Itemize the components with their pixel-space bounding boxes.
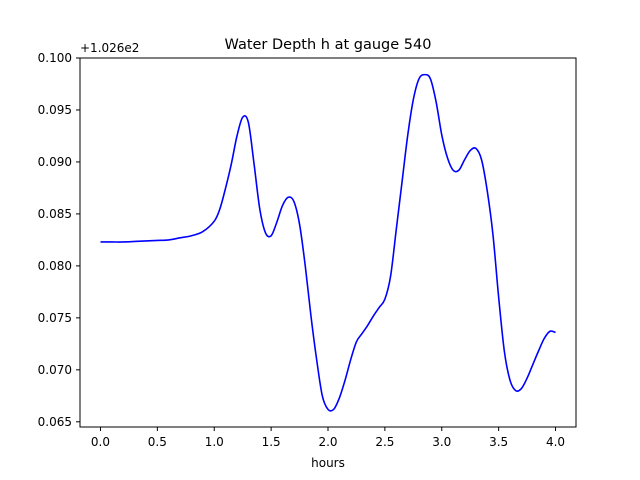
y-tick-label: 0.090	[38, 155, 72, 169]
y-tick-label: 0.080	[38, 259, 72, 273]
y-tick-label: 0.085	[38, 207, 72, 221]
x-tick-label: 3.5	[489, 435, 508, 449]
x-tick-label: 1.0	[205, 435, 224, 449]
x-tick-label: 1.5	[262, 435, 281, 449]
y-tick-label: 0.095	[38, 103, 72, 117]
y-axis: 0.065 0.070 0.075 0.080 0.085 0.090 0.095 0.100	[38, 51, 80, 429]
axes-frame	[79, 57, 577, 428]
y-tick-label: 0.075	[38, 311, 72, 325]
x-tick-label: 4.0	[546, 435, 565, 449]
x-axis: 0.0 0.5 1.0 1.5 2.0 2.5 3.0 3.5 4.0	[91, 427, 565, 449]
y-offset-label: +1.026e2	[80, 41, 139, 55]
x-tick-label: 0.0	[91, 435, 110, 449]
x-tick-label: 2.0	[318, 435, 337, 449]
x-axis-label: hours	[311, 456, 345, 470]
y-tick-label: 0.070	[38, 363, 72, 377]
x-tick-label: 3.0	[432, 435, 451, 449]
chart-title: Water Depth h at gauge 540	[225, 37, 432, 53]
plot-area	[100, 73, 556, 412]
y-tick-label: 0.100	[38, 51, 72, 65]
y-tick-label: 0.065	[38, 415, 72, 429]
series-line-0	[100, 73, 556, 412]
x-tick-label: 2.5	[375, 435, 394, 449]
x-tick-label: 0.5	[148, 435, 167, 449]
